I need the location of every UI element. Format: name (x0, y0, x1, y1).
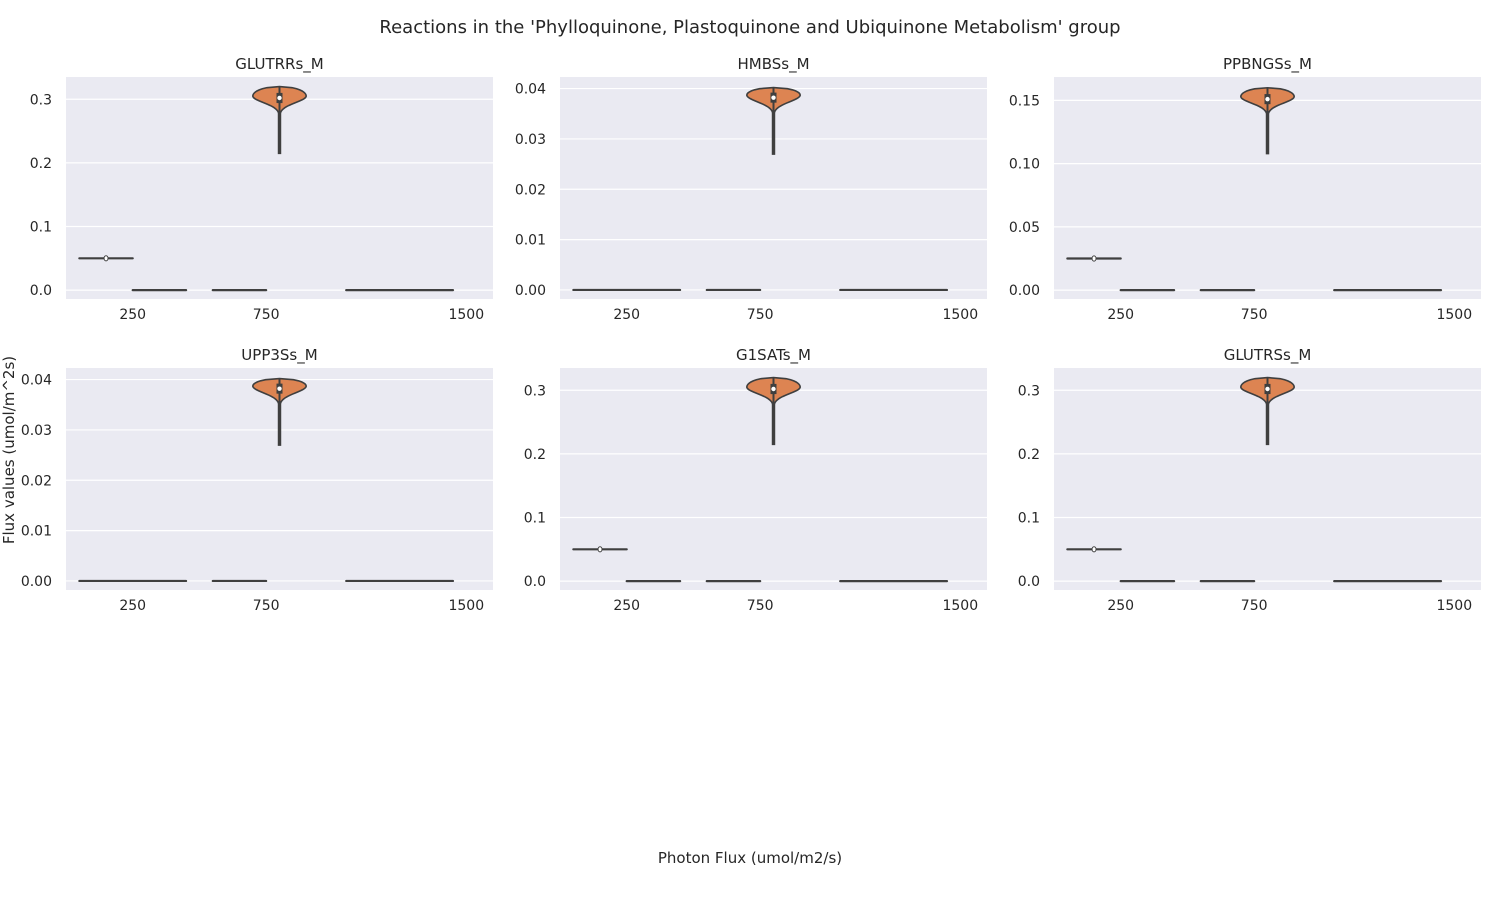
y-tick-label: 0.1 (30, 219, 52, 235)
median-marker (597, 546, 603, 553)
violin-median (1265, 386, 1270, 392)
x-tick-label: 250 (119, 307, 146, 323)
y-tick-label: 0.3 (1018, 383, 1040, 399)
violin-median (277, 95, 282, 101)
subplot-title: GLUTRRs_M (235, 55, 323, 74)
y-tick-label: 0.0 (1018, 574, 1040, 590)
y-tick-label: 0.1 (524, 510, 546, 526)
x-tick-label: 750 (1241, 307, 1268, 323)
x-tick-label: 750 (747, 598, 774, 614)
median-marker (1091, 546, 1097, 553)
y-tick-label: 0.3 (30, 92, 52, 108)
violin-median (277, 386, 282, 391)
y-tick-label: 0.3 (524, 383, 546, 399)
violin-median (771, 95, 776, 100)
y-tick-label: 0.02 (21, 473, 52, 489)
x-tick-label: 750 (253, 307, 280, 323)
x-tick-label: 1500 (1436, 598, 1472, 614)
y-tick-label: 0.03 (21, 423, 52, 439)
x-tick-label: 1500 (1436, 307, 1472, 323)
median-marker (1091, 255, 1097, 262)
subplot-2: 0.00 0.05 0.10 0.15 250 750 1500 PPBNGSs_M (1009, 55, 1481, 323)
subplot-title: HMBSs_M (737, 55, 809, 74)
subplot-title: GLUTRSs_M (1224, 346, 1312, 365)
y-tick-label: 0.0 (30, 283, 52, 299)
subplot-title: UPP3Ss_M (241, 346, 317, 365)
y-tick-label: 0.2 (30, 156, 52, 172)
y-tick-label: 0.15 (1009, 93, 1040, 109)
y-tick-label: 0.01 (21, 524, 52, 540)
y-tick-label: 0.10 (1009, 157, 1040, 173)
subplot-title: G1SATs_M (736, 346, 811, 365)
subplot-5: 0.0 0.1 0.2 0.3 250 750 1500 GLUTRSs_M (1018, 346, 1481, 614)
x-tick-label: 750 (1241, 598, 1268, 614)
y-tick-label: 0.00 (21, 574, 52, 590)
x-tick-label: 250 (1107, 307, 1134, 323)
y-tick-label: 0.04 (515, 82, 546, 98)
subplot-title: PPBNGSs_M (1223, 55, 1312, 74)
x-axis-label: Photon Flux (umol/m2/s) (658, 849, 842, 867)
x-tick-label: 1500 (448, 307, 484, 323)
y-tick-label: 0.05 (1009, 220, 1040, 236)
y-tick-label: 0.1 (1018, 510, 1040, 526)
subplot-4: 0.0 0.1 0.2 0.3 250 750 1500 G1SATs_M (524, 346, 987, 614)
y-tick-label: 0.01 (515, 233, 546, 249)
y-tick-label: 0.2 (1018, 447, 1040, 463)
y-tick-label: 0.00 (1009, 283, 1040, 299)
x-tick-label: 250 (613, 598, 640, 614)
y-tick-label: 0.03 (515, 132, 546, 148)
y-axis-label: Flux values (umol/m^2s) (0, 356, 18, 544)
x-tick-label: 1500 (942, 307, 978, 323)
figure-title: Reactions in the 'Phylloquinone, Plastoq… (379, 17, 1120, 38)
y-tick-label: 0.04 (21, 373, 52, 389)
violin-median (771, 386, 776, 392)
x-tick-label: 250 (119, 598, 146, 614)
x-tick-label: 1500 (942, 598, 978, 614)
subplot-3: 0.00 0.01 0.02 0.03 0.04 250 750 1500 UPP3Ss_M (21, 346, 493, 614)
x-tick-label: 250 (613, 307, 640, 323)
x-tick-label: 750 (253, 598, 280, 614)
subplot-1: 0.00 0.01 0.02 0.03 0.04 250 750 1500 HMBSs_M (515, 55, 987, 323)
y-tick-label: 0.02 (515, 182, 546, 198)
y-tick-label: 0.2 (524, 447, 546, 463)
violin-median (1265, 96, 1270, 102)
y-tick-label: 0.0 (524, 574, 546, 590)
subplot-0: 0.0 0.1 0.2 0.3 250 750 1500 GLUTRRs_M (30, 55, 493, 323)
median-marker (103, 255, 109, 262)
y-tick-label: 0.00 (515, 283, 546, 299)
x-tick-label: 1500 (448, 598, 484, 614)
x-tick-label: 250 (1107, 598, 1134, 614)
x-tick-label: 750 (747, 307, 774, 323)
